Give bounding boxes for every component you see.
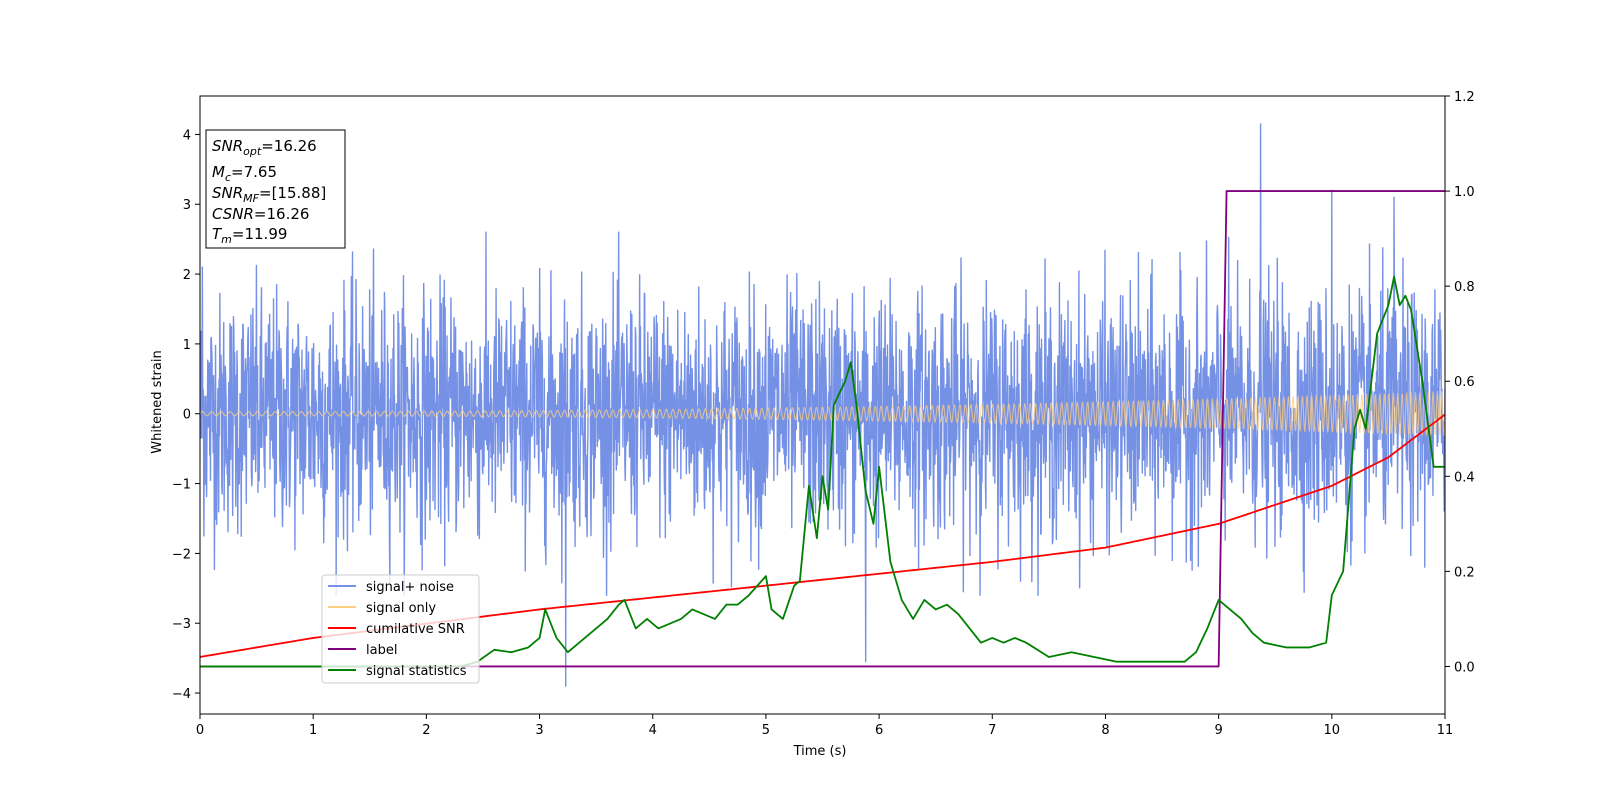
x-tick-label: 2	[422, 723, 430, 738]
y-tick-label: 0	[183, 408, 191, 423]
x-tick-label: 1	[309, 723, 317, 738]
y2-tick-label: 1.0	[1454, 185, 1475, 200]
y2-tick-label: 0.6	[1454, 375, 1475, 390]
x-tick-label: 8	[1101, 723, 1109, 738]
legend-entry: cumilative SNR	[366, 622, 465, 637]
y2-tick-label: 1.2	[1454, 90, 1475, 105]
y-tick-label: 3	[183, 198, 191, 213]
y-tick-label: −2	[172, 547, 191, 562]
x-tick-label: 6	[875, 723, 883, 738]
x-tick-label: 3	[535, 723, 543, 738]
y-axis-label: Whitened strain	[150, 350, 165, 453]
y2-tick-label: 0.4	[1454, 470, 1475, 485]
x-tick-label: 5	[762, 723, 770, 738]
series-line-signal-only	[200, 391, 1445, 437]
y2-tick-label: 0.0	[1454, 660, 1475, 675]
legend-entry: signal only	[366, 601, 436, 616]
legend: signal+ noise signal only cumilative SNR la…	[321, 574, 480, 684]
legend-entry: signal+ noise	[366, 580, 454, 595]
legend-entry: label	[366, 643, 397, 658]
series-line-signal-statistics	[200, 275, 1445, 668]
legend-entry: signal statistics	[366, 664, 467, 679]
y2-tick-label: 0.2	[1454, 565, 1475, 580]
axes: 0 1 2 3 4 5 6 7 8 9 10 11 −4 −3 −2 −1 0 1 2 3 4 0.0 0.2 0.4 0.6 0…	[172, 90, 1475, 738]
info-line: Tm=11.99	[212, 225, 287, 246]
legend-frame	[321, 574, 480, 684]
info-line: Mc=7.65	[212, 163, 277, 184]
y-tick-label: −1	[172, 478, 191, 493]
y-tick-label: 2	[183, 268, 191, 283]
info-line: SNRMF=[15.88]	[212, 184, 326, 205]
y-tick-label: −3	[172, 617, 191, 632]
y2-tick-label: 0.8	[1454, 280, 1475, 295]
x-tick-label: 4	[649, 723, 657, 738]
info-line: SNRopt=16.26	[212, 137, 317, 158]
x-tick-label: 11	[1437, 723, 1454, 738]
x-axis-label: Time (s)	[793, 744, 847, 759]
info-box-frame	[205, 129, 346, 249]
x-tick-label: 10	[1324, 723, 1341, 738]
series-line-label	[200, 190, 1445, 668]
plot-frame	[199, 95, 1446, 715]
series-line-signal-noise	[200, 123, 1445, 687]
info-box: SNRopt=16.26 Mc=7.65SNRMF=[15.88]CSNR=16.…	[205, 129, 346, 249]
info-line: CSNR=16.26	[212, 205, 309, 223]
y-tick-label: −4	[172, 687, 191, 702]
x-tick-label: 9	[1214, 723, 1222, 738]
y-tick-label: 4	[183, 128, 191, 143]
x-tick-label: 7	[988, 723, 996, 738]
x-tick-label: 0	[196, 723, 204, 738]
y-tick-label: 1	[183, 338, 191, 353]
